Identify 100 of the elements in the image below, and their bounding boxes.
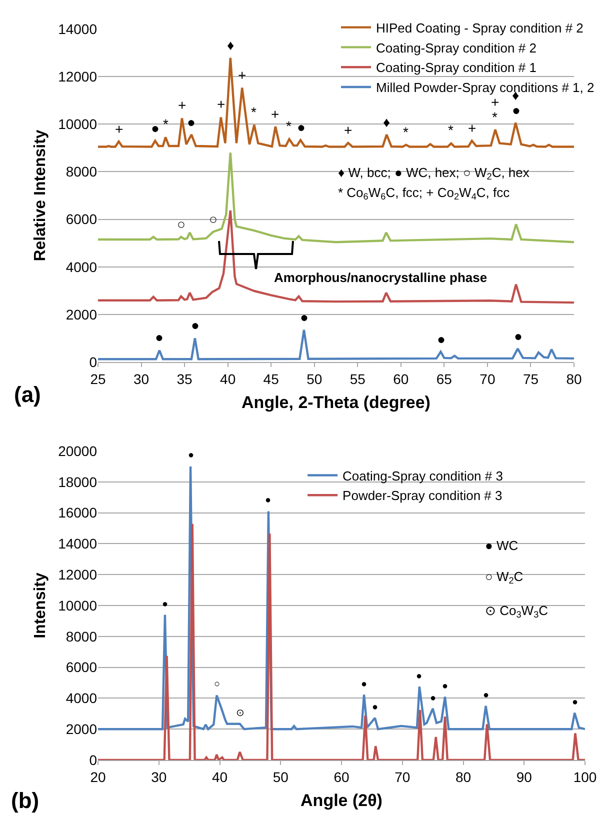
y-tick-label: 20000 xyxy=(58,442,98,459)
y-tick-label: 6000 xyxy=(66,659,98,676)
annotation: ○ xyxy=(214,679,220,690)
x-tick-label: 50 xyxy=(306,370,322,387)
annotation: ♦ xyxy=(227,37,234,53)
annotation: ○ xyxy=(177,216,186,232)
y-tick-label: 18000 xyxy=(58,474,98,490)
line-series xyxy=(98,152,574,244)
annotation: ⊙ xyxy=(236,708,244,719)
annotation: + xyxy=(115,121,124,137)
annotation: * xyxy=(163,116,169,132)
x-tick-label: 80 xyxy=(566,370,582,387)
annotation: + xyxy=(178,97,186,113)
annotation: ● xyxy=(297,119,306,135)
y-tick-label: 4000 xyxy=(66,258,98,275)
y-tick-label: 8000 xyxy=(66,628,98,644)
x-tick-label: 30 xyxy=(151,768,167,785)
annotation: ● xyxy=(187,114,196,130)
y-tick-label: 14000 xyxy=(58,20,98,37)
annotation: + xyxy=(271,106,280,122)
x-tick-label: 35 xyxy=(176,370,193,387)
text: * Co$_{6}$W$_{6}$C, fcc; + Co$_{2}$W$_{4}$C, fcc xyxy=(338,185,510,202)
y-tick-label: 12000 xyxy=(58,566,98,582)
y-tick-label: 8000 xyxy=(66,164,98,180)
annotation: ● xyxy=(437,331,446,347)
y-tick-label: 2000 xyxy=(66,721,98,737)
y-tick-label: 6000 xyxy=(66,211,98,228)
annotation: ○ W$_{2}$C xyxy=(485,569,524,586)
y-tick-label: 12000 xyxy=(58,68,98,84)
annotation: ● xyxy=(512,102,520,118)
annotation: ● xyxy=(372,702,378,713)
annotation: + xyxy=(217,96,226,112)
x-axis-title: Angle (2θ) xyxy=(300,791,382,810)
legend-label: Coating-Spray condition # 2 xyxy=(376,40,536,56)
annotation: ● WC xyxy=(485,538,518,553)
line-series xyxy=(98,209,574,304)
annotation: ● xyxy=(162,599,168,610)
annotation: * xyxy=(448,122,454,138)
y-tick-label: 0 xyxy=(89,354,98,370)
annotation: + xyxy=(468,120,476,136)
x-tick-label: 60 xyxy=(334,768,350,785)
x-tick-label: 45 xyxy=(263,370,280,387)
annotation: ● xyxy=(188,450,194,461)
annotation: + xyxy=(344,122,352,138)
x-tick-label: 60 xyxy=(393,370,409,387)
annotation: ● xyxy=(483,690,490,701)
x-tick-label: 50 xyxy=(272,768,289,785)
x-tick-label: 40 xyxy=(220,370,236,387)
annotation: ♦ W, bcc; ● WC, hex; ○ W$_{2}$C, hex xyxy=(338,165,530,182)
x-tick-label: 90 xyxy=(516,768,532,785)
annotation: ● xyxy=(155,329,164,345)
annotation: ○ xyxy=(209,211,218,227)
line-series xyxy=(98,56,574,148)
text: (a) xyxy=(14,382,41,407)
annotation: ● xyxy=(151,120,160,136)
x-tick-label: 20 xyxy=(90,768,106,785)
annotation: * xyxy=(403,124,409,140)
x-tick-label: 80 xyxy=(455,768,472,785)
annotation: ● xyxy=(416,671,422,682)
annotation: ● xyxy=(361,679,368,690)
x-tick-label: 25 xyxy=(90,370,106,387)
annotation: ⊙ Co$_{3}$W$_{3}$C xyxy=(485,603,548,620)
x-tick-label: 70 xyxy=(394,768,410,785)
annotation: * xyxy=(492,109,498,125)
x-tick-label: 55 xyxy=(350,370,366,387)
x-tick-label: 65 xyxy=(436,370,452,387)
annotation: * xyxy=(251,104,257,120)
x-tick-label: 30 xyxy=(133,370,150,387)
y-tick-label: 14000 xyxy=(58,536,98,552)
y-axis-title: Intensity xyxy=(32,572,49,638)
annotation: ● xyxy=(191,317,200,333)
legend-label: HIPed Coating - Spray condition # 2 xyxy=(376,20,584,36)
annotation: ● xyxy=(572,697,578,708)
legend-label: Coating-Spray condition # 1 xyxy=(376,60,536,76)
annotation: ● xyxy=(514,328,522,344)
y-axis-title: Relative Intensity xyxy=(32,130,49,262)
annotation: ● xyxy=(442,681,448,692)
legend-label: Coating-Spray condition # 3 xyxy=(342,468,503,484)
annotation: + xyxy=(238,67,246,83)
x-tick-label: 100 xyxy=(573,768,597,785)
annotation: ● xyxy=(430,693,436,704)
y-tick-label: 4000 xyxy=(66,690,98,706)
text: (b) xyxy=(11,788,40,813)
y-tick-label: 16000 xyxy=(58,504,98,521)
legend-label: Powder-Spray condition # 3 xyxy=(342,488,502,504)
annotation: Amorphous/nanocrystalline phase xyxy=(274,270,488,285)
x-axis-title: Angle, 2-Theta (degree) xyxy=(242,393,430,412)
annotation: ♦ xyxy=(383,114,390,130)
y-tick-label: 10000 xyxy=(58,597,98,614)
annotation: + xyxy=(491,94,500,110)
y-tick-label: 0 xyxy=(89,752,98,768)
x-tick-label: 40 xyxy=(212,768,228,785)
y-tick-label: 2000 xyxy=(66,306,98,322)
line-series xyxy=(98,328,574,360)
y-tick-label: 10000 xyxy=(58,116,98,132)
annotation: ● xyxy=(265,495,272,506)
annotation: ● xyxy=(300,309,308,325)
x-tick-label: 70 xyxy=(480,370,496,387)
x-tick-label: 75 xyxy=(522,370,539,387)
line-series xyxy=(98,465,585,730)
